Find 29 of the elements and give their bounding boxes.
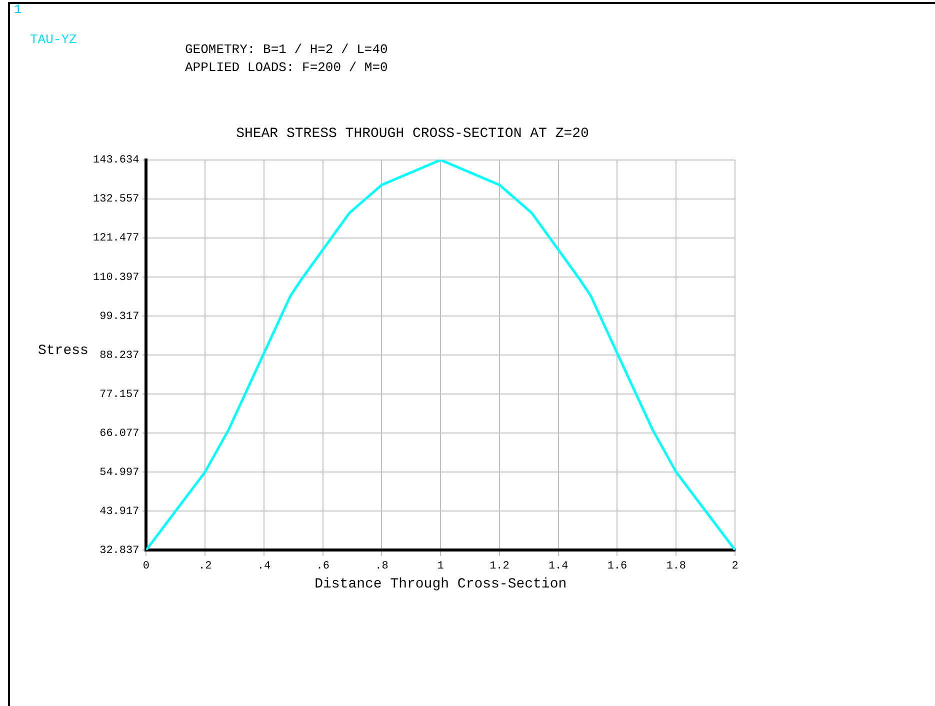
text: APPLIED LOADS: F=200 / M=0 bbox=[185, 60, 388, 75]
x-tick-label: .6 bbox=[316, 560, 330, 573]
y-tick-label: 99.317 bbox=[100, 310, 140, 323]
y-tick-label: 121.477 bbox=[92, 232, 140, 245]
x-tick-label: 0 bbox=[142, 560, 150, 573]
x-tick-label: 1.8 bbox=[666, 560, 686, 573]
y-tick-label: 88.237 bbox=[100, 350, 140, 362]
y-tick-label: 43.917 bbox=[100, 506, 140, 518]
y-tick-label: 132.557 bbox=[92, 194, 140, 206]
text: GEOMETRY: B=1 / H=2 / L=40 bbox=[185, 42, 388, 57]
x-tick-label: 1.2 bbox=[490, 560, 510, 573]
y-tick-label: 66.077 bbox=[100, 428, 140, 440]
text: TAU-YZ bbox=[30, 32, 77, 47]
x-tick-label: 2 bbox=[732, 560, 738, 573]
x-tick-label: .8 bbox=[375, 560, 388, 573]
text: 1 bbox=[14, 2, 22, 17]
y-tick-label: 143.634 bbox=[92, 154, 140, 167]
x-tick-label: .2 bbox=[198, 560, 212, 573]
y-axis-title: Stress bbox=[38, 343, 88, 359]
x-axis-title: Distance Through Cross-Section bbox=[314, 576, 567, 592]
x-tick-label: 1.4 bbox=[548, 560, 569, 573]
chart-title: SHEAR STRESS THROUGH CROSS-SECTION AT Z=20 bbox=[236, 126, 589, 142]
y-tick-label: 54.997 bbox=[100, 466, 140, 479]
y-tick-label: 32.837 bbox=[100, 544, 140, 557]
y-tick-label: 77.157 bbox=[100, 388, 140, 401]
x-tick-label: 1 bbox=[437, 560, 444, 573]
x-tick-label: 1.6 bbox=[607, 560, 628, 573]
y-tick-label: 110.397 bbox=[92, 272, 140, 284]
x-tick-label: .4 bbox=[257, 560, 271, 573]
